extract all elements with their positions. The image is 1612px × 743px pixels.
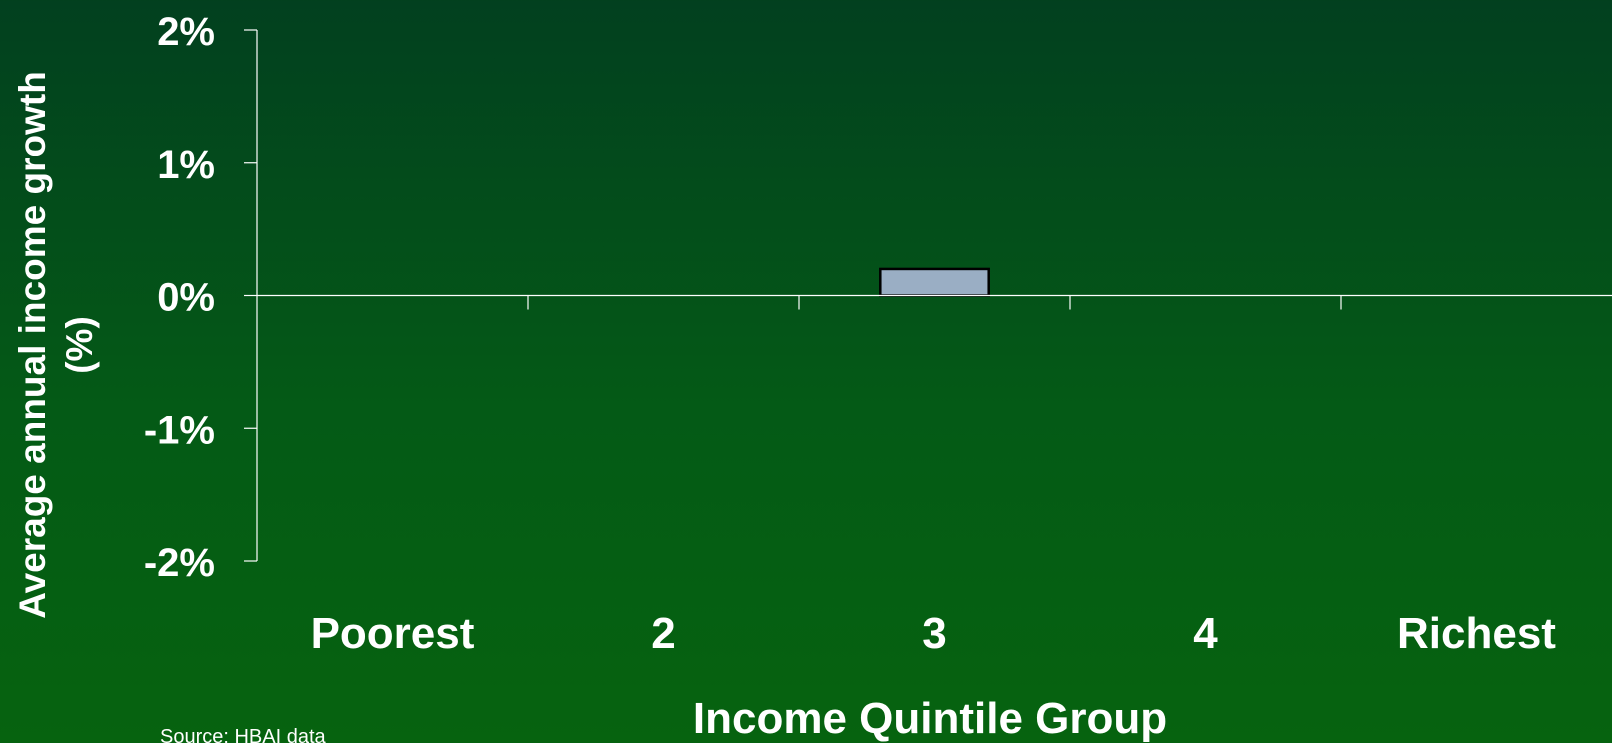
axes <box>256 30 1612 561</box>
y-axis-title: Average annual income growth (%) <box>12 71 100 619</box>
y-axis-title-line-1: Average annual income growth <box>12 71 53 619</box>
y-tick-label: 1% <box>157 143 215 187</box>
y-tick-label: 2% <box>157 10 215 54</box>
y-tick-label: 0% <box>157 276 215 320</box>
y-tick-label: -2% <box>144 541 215 585</box>
x-axis-title: Income Quintile Group <box>693 694 1167 743</box>
x-tick-label: Richest <box>1397 609 1556 658</box>
x-tick-label: 4 <box>1193 609 1218 658</box>
source-note: Source: HBAI data <box>160 726 326 743</box>
x-tick-label: Poorest <box>311 609 475 658</box>
y-tick-label: -1% <box>144 408 215 452</box>
bar-3 <box>879 267 990 297</box>
x-axis-labels: Poorest 2 3 4 Richest <box>311 609 1557 658</box>
bars <box>879 267 990 297</box>
x-tick-label: 3 <box>922 609 946 658</box>
x-tick-label: 2 <box>651 609 675 658</box>
y-axis-ticks: 2% 1% 0% -1% -2% <box>144 10 257 585</box>
y-axis-title-line-2: (%) <box>59 316 100 374</box>
